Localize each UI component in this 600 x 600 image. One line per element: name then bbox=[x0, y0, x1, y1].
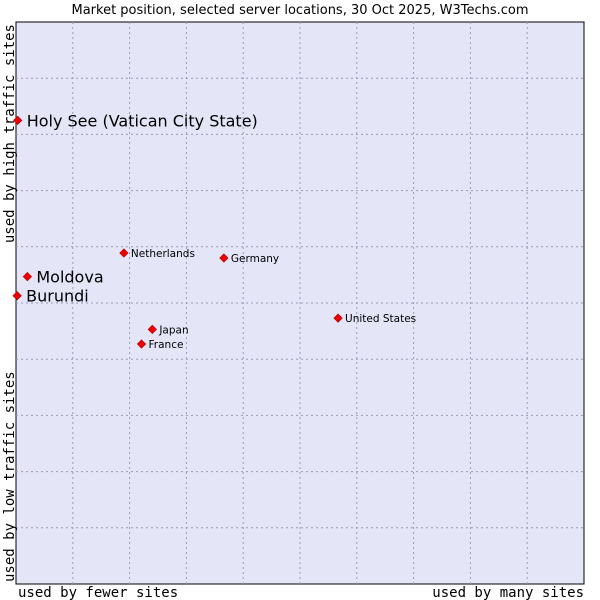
data-point-label: Germany bbox=[231, 253, 279, 265]
x-axis-label-left: used by fewer sites bbox=[18, 585, 178, 600]
data-point-marker bbox=[12, 291, 22, 301]
y-axis-label-bottom: used by low traffic sites bbox=[2, 371, 18, 582]
data-point-marker bbox=[13, 115, 23, 125]
data-point-marker bbox=[219, 253, 229, 263]
grid-lines bbox=[16, 22, 584, 584]
data-point-marker bbox=[333, 313, 343, 323]
data-point-label: United States bbox=[345, 313, 416, 325]
data-point-label: France bbox=[149, 339, 184, 351]
data-point-label: Burundi bbox=[26, 287, 89, 306]
data-point-label: Japan bbox=[158, 324, 188, 336]
data-point-marker bbox=[136, 339, 147, 349]
data-points: Holy See (Vatican City State) MoldovaBuru… bbox=[12, 111, 416, 351]
data-point-marker bbox=[147, 324, 157, 335]
x-axis-label-right: used by many sites bbox=[432, 585, 584, 600]
data-point-label: Netherlands bbox=[131, 248, 195, 260]
data-point-marker bbox=[22, 271, 32, 282]
data-point-marker bbox=[119, 248, 129, 258]
chart-title: Market position, selected server locatio… bbox=[71, 3, 528, 18]
data-point-label: Moldova bbox=[36, 268, 103, 287]
y-axis-label-top: used by high traffic sites bbox=[2, 24, 18, 243]
data-point-label: Holy See (Vatican City State) bbox=[27, 111, 258, 130]
